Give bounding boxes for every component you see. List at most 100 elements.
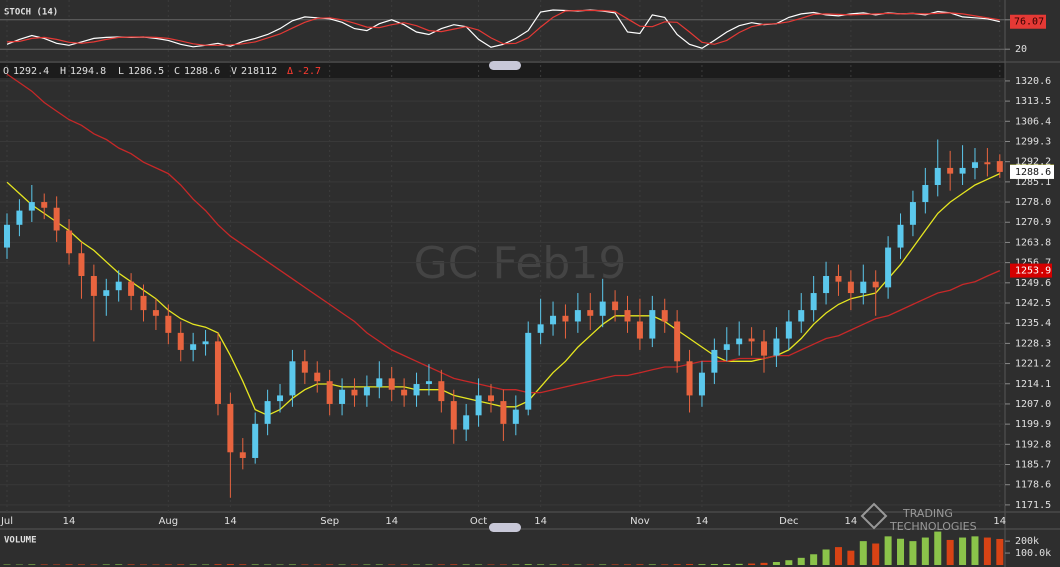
candle-body [289,361,296,396]
x-tick-label: 14 [845,516,858,527]
header-value: 1294.8 [70,66,106,77]
header-label: V [231,66,237,77]
candle-body [885,247,892,288]
candle-body [103,290,110,296]
volume-bar [822,549,830,565]
volume-bar [636,564,644,565]
volume-bar [710,564,718,565]
y-tick-label: 1171.5 [1015,500,1051,511]
candle-body [971,162,978,168]
candle-body [16,210,23,225]
header-label: L [118,66,124,77]
scroll-handle[interactable] [489,61,521,70]
y-tick-label: 1221.2 [1015,359,1051,370]
volume-bar [437,564,445,565]
candle-body [314,372,321,382]
volume-bar [797,557,805,565]
volume-bar [537,564,545,565]
candle-body [376,378,383,387]
y-tick-label: 1199.9 [1015,419,1051,430]
candle-body [612,301,619,311]
candle-body [674,321,681,362]
candle-body [53,207,60,231]
volume-bar [599,564,607,565]
header-label: H [60,66,66,77]
volume-bar [959,537,967,565]
volume-bar [859,541,867,565]
candle-body [438,381,445,402]
candle-body [239,452,246,458]
volume-bar [65,564,73,565]
candle-body [177,332,184,350]
header-value: 1288.6 [184,66,220,77]
y-tick-label: 1285.1 [1015,177,1051,188]
candle-body [686,361,693,396]
candle-body [847,281,854,294]
header-value: 218112 [241,66,277,77]
candle-body [28,202,35,211]
volume-bar [288,564,296,565]
candle-body [512,409,519,424]
volume-bar [884,536,892,565]
candle-body [649,310,656,339]
y-tick-label: 100.0k [1015,548,1051,559]
candle-body [252,423,259,458]
candle-body [227,403,234,453]
candle-body [190,344,197,350]
candle-body [66,230,73,254]
candle-body [388,378,395,390]
x-tick-label: Nov [630,516,650,527]
candle-body [897,224,904,248]
volume-bar [177,564,185,565]
candle-body [773,338,780,356]
value-tag-label: 1253.9 [1015,266,1051,277]
candle-body [550,315,557,325]
candle-body [363,386,370,396]
candle-body [587,310,594,316]
logo-text: TECHNOLOGIES [889,520,977,533]
candle-body [723,344,730,350]
volume-bar [102,564,110,565]
y-tick-label: 1214.1 [1015,379,1051,390]
candle-body [947,167,954,174]
volume-bar [624,564,631,565]
candle-body [41,202,48,208]
candle-body [301,361,308,373]
candle-body [339,389,346,404]
header-bar [0,63,1005,78]
candle-body [115,281,122,291]
candle-body [996,161,1003,172]
volume-bar [524,564,532,565]
candle-body [810,293,817,311]
y-tick-label: 1249.6 [1015,278,1051,289]
watermark: GC Feb19 [414,238,627,289]
volume-bar [872,543,880,565]
candle-body [463,415,470,430]
candle-body [636,321,643,339]
candle-body [823,275,830,294]
volume-bar [996,538,1004,565]
logo-text: TRADING [902,507,953,520]
candle-body [835,275,842,282]
candle-body [525,332,532,410]
candle-body [574,310,581,322]
volume-bar [239,564,247,565]
logo-mark [860,502,888,530]
moving-average [6,73,1001,394]
y-tick-label: 1270.9 [1015,217,1051,228]
candle-body [736,338,743,345]
candle-body [152,310,159,316]
candle-body [798,310,805,322]
volume-bar [226,564,234,565]
volume-bar [475,564,483,565]
volume-bar [611,564,619,565]
value-tag [1010,263,1052,278]
y-tick-label: 20 [1015,44,1027,55]
x-tick-label: 14 [385,516,398,527]
y-tick-label: 1299.3 [1015,136,1051,147]
volume-bar [847,550,855,565]
candle-body [661,310,668,322]
candle-body [326,381,333,404]
scroll-handle[interactable] [489,523,521,532]
